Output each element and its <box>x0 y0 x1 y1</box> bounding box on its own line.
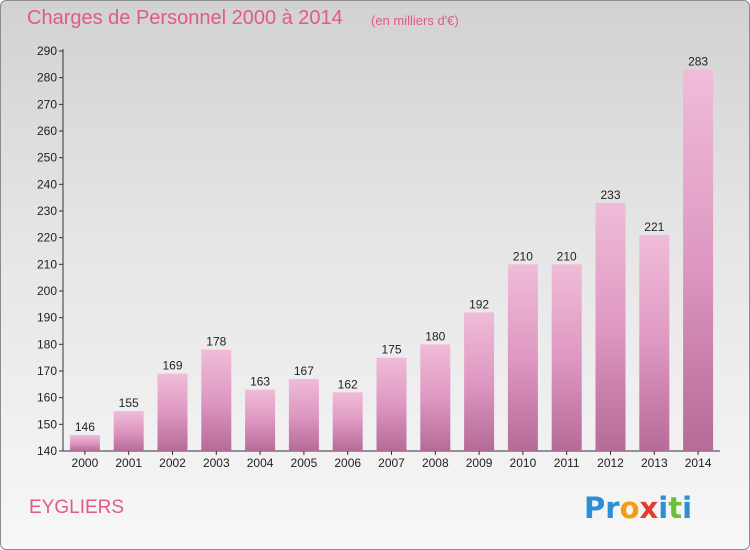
bar-2005 <box>288 379 319 451</box>
value-label-2007: 175 <box>381 343 401 357</box>
logo-letter: P <box>584 491 606 525</box>
y-tick-label: 180 <box>37 337 57 351</box>
y-tick-label: 160 <box>37 391 57 405</box>
commune-name: EYGLIERS <box>29 497 125 518</box>
logo-letter: r <box>605 491 620 525</box>
bar-2012 <box>595 203 626 451</box>
bar-2014 <box>683 69 714 452</box>
x-tick-label-2009: 2009 <box>466 456 493 470</box>
y-tick-label: 150 <box>37 417 57 431</box>
labels: 2000 146 2001 155 2002 169 2003 178 2004 163 2005 1… <box>72 55 712 470</box>
value-label-2002: 169 <box>162 359 182 373</box>
value-label-2008: 180 <box>425 329 445 343</box>
y-tick-label: 270 <box>37 97 57 111</box>
value-label-2004: 163 <box>250 375 270 389</box>
bar-2013 <box>639 235 670 451</box>
value-label-2005: 167 <box>294 364 314 378</box>
chart-subtitle: (en milliers d'€) <box>371 13 459 28</box>
logo-letter: o <box>619 491 640 525</box>
y-tick-label: 200 <box>37 284 57 298</box>
bar-2006 <box>332 392 363 451</box>
bar-2011 <box>551 264 582 451</box>
x-tick-label-2014: 2014 <box>685 456 712 470</box>
bar-2001 <box>113 411 144 451</box>
x-tick-label-2005: 2005 <box>291 456 318 470</box>
y-tick-label: 240 <box>37 177 57 191</box>
x-tick-label-2003: 2003 <box>203 456 230 470</box>
y-tick-label: 220 <box>37 231 57 245</box>
x-tick-label-2010: 2010 <box>510 456 537 470</box>
value-label-2014: 283 <box>688 55 708 69</box>
bars <box>69 69 714 452</box>
x-tick-label-2013: 2013 <box>641 456 668 470</box>
x-tick-label-2004: 2004 <box>247 456 274 470</box>
x-tick-label-2012: 2012 <box>597 456 624 470</box>
y-tick-label: 190 <box>37 311 57 325</box>
y-tick-label: 260 <box>37 124 57 138</box>
y-tick-label: 210 <box>37 257 57 271</box>
value-label-2000: 146 <box>75 420 95 434</box>
y-tick-label: 140 <box>37 444 57 458</box>
chart-title: Charges de Personnel 2000 à 2014 <box>27 7 343 29</box>
y-tick-label: 230 <box>37 204 57 218</box>
y-tick-label: 290 <box>37 44 57 58</box>
x-tick-label-2011: 2011 <box>554 456 580 470</box>
bar-2010 <box>507 264 538 451</box>
proxiti-logo[interactable]: Proxiti <box>584 491 692 525</box>
logo-letter: i <box>658 491 669 525</box>
x-tick-label-2000: 2000 <box>72 456 99 470</box>
x-tick-label-2006: 2006 <box>334 456 361 470</box>
bar-2003 <box>201 349 232 451</box>
value-label-2011: 210 <box>557 249 577 263</box>
bar-2004 <box>245 389 276 451</box>
bar-2000 <box>69 435 100 451</box>
value-label-2001: 155 <box>119 396 139 410</box>
x-tick-label-2008: 2008 <box>422 456 449 470</box>
value-label-2010: 210 <box>513 249 533 263</box>
x-tick-label-2002: 2002 <box>159 456 186 470</box>
x-tick-label-2007: 2007 <box>378 456 405 470</box>
logo-letter: i <box>682 491 693 525</box>
value-label-2006: 162 <box>338 377 358 391</box>
bar-2009 <box>464 312 495 451</box>
y-tick-label: 170 <box>37 364 57 378</box>
y-tick-label: 250 <box>37 151 57 165</box>
value-label-2003: 178 <box>206 335 226 349</box>
x-tick-label-2001: 2001 <box>115 456 142 470</box>
bar-2008 <box>420 344 451 451</box>
y-tick-label: 280 <box>37 71 57 85</box>
logo-letter: t <box>668 491 683 525</box>
value-label-2013: 221 <box>644 220 664 234</box>
value-label-2009: 192 <box>469 297 489 311</box>
value-label-2012: 233 <box>600 188 620 202</box>
logo-letter: x <box>639 491 659 525</box>
bar-2007 <box>376 357 407 451</box>
bar-2002 <box>157 373 188 451</box>
